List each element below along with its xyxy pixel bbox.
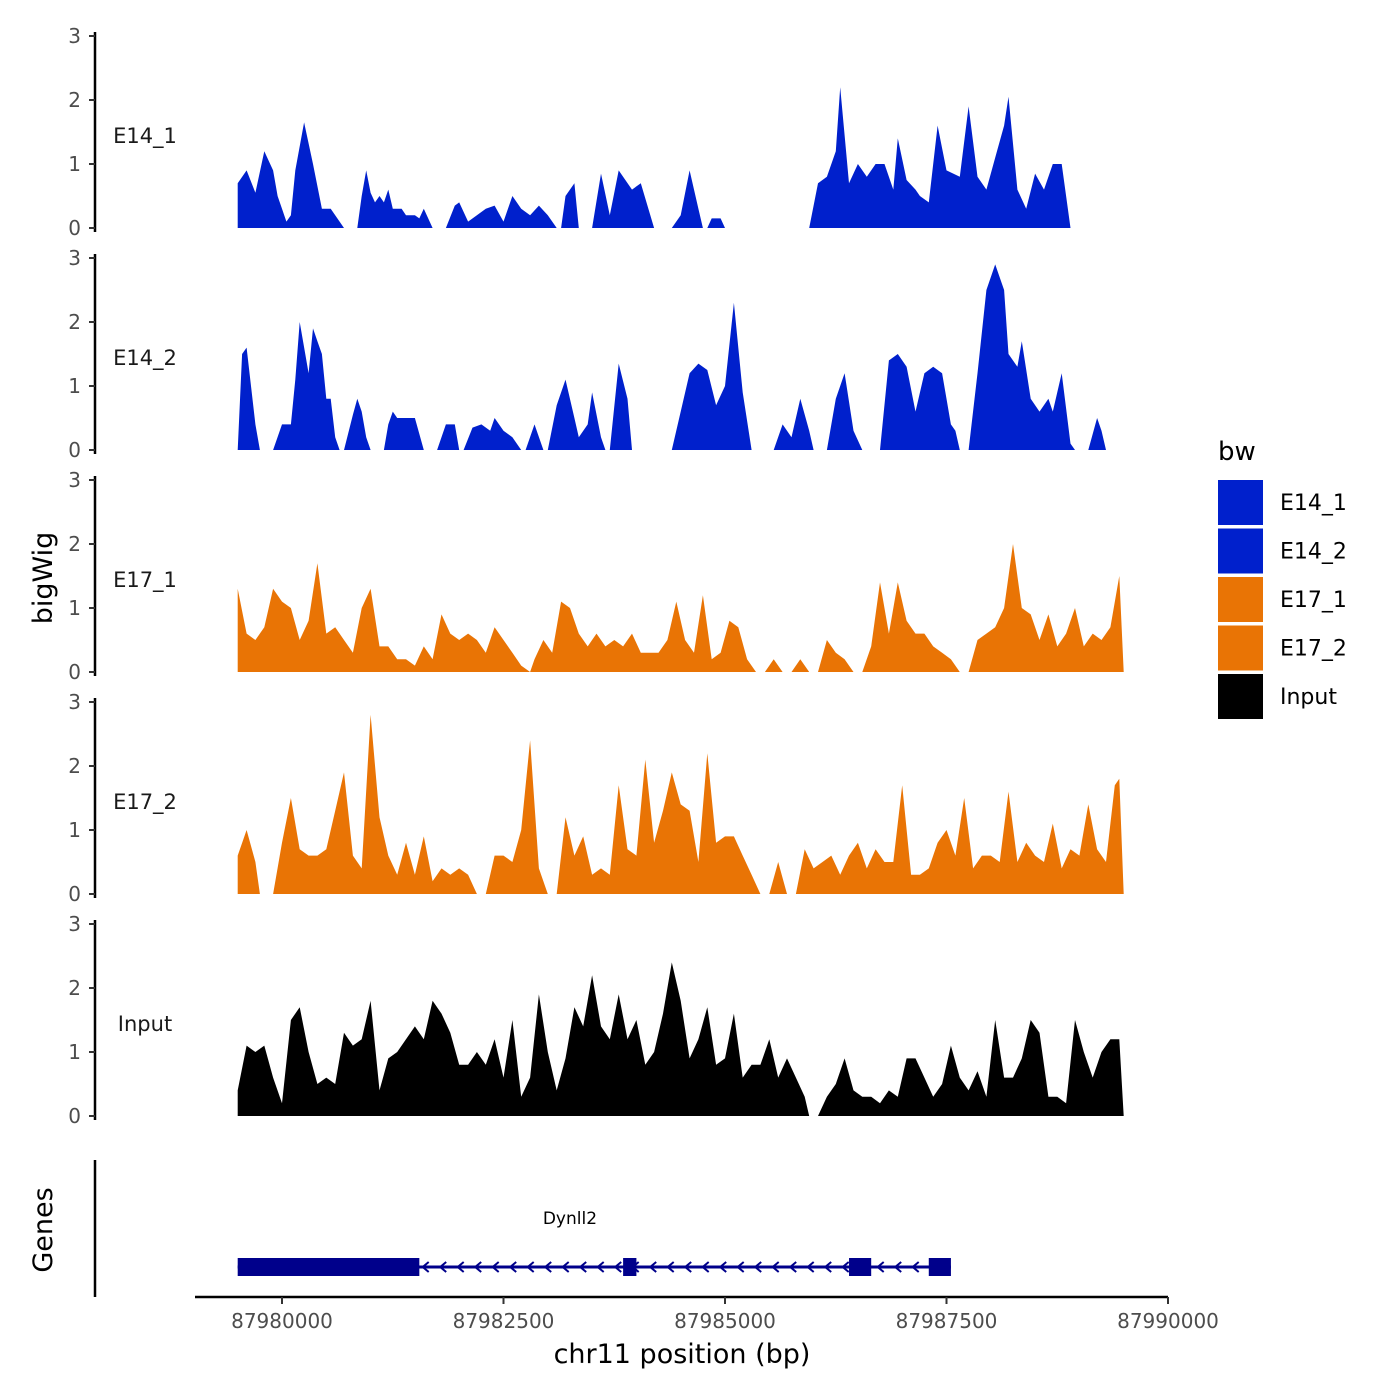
x-tick-label: 87987500 [896, 1309, 998, 1333]
y-tick-label: 1 [68, 818, 81, 842]
y-tick-label: 2 [68, 88, 81, 112]
legend-entry: Input [1218, 674, 1337, 719]
y-tick-label: 0 [68, 438, 81, 462]
track-e17-2: 0 1 2 3 E17_2 [68, 690, 1124, 906]
y-tick-label: 2 [68, 532, 81, 556]
legend-label: E14_1 [1280, 491, 1347, 516]
legend-swatch [1218, 625, 1263, 671]
track-label: Input [118, 1012, 172, 1036]
x-axis-title: chr11 position (bp) [554, 1339, 811, 1370]
strand-arrow [613, 1261, 622, 1273]
coverage-area [237, 87, 1071, 228]
track-e14-2: 0 1 2 3 E14_2 [68, 246, 1106, 462]
coverage-area [237, 962, 1124, 1116]
strand-arrow [666, 1261, 675, 1273]
strand-arrow [841, 1261, 850, 1273]
track-e17-1: 0 1 2 3 E17_1 [68, 468, 1124, 684]
track-label: E17_1 [113, 568, 177, 593]
strand-arrow [823, 1261, 832, 1273]
strand-arrow [911, 1261, 920, 1273]
x-axis: 87980000 87982500 87985000 87987500 87990000 [195, 1295, 1219, 1333]
legend-label: Input [1280, 685, 1337, 710]
strand-arrow [543, 1261, 552, 1273]
legend-swatch [1218, 674, 1263, 719]
strand-arrow [456, 1261, 465, 1273]
y-tick-label: 1 [68, 596, 81, 620]
strand-arrow [561, 1261, 570, 1273]
x-tick-label: 87985000 [674, 1309, 776, 1333]
y-tick-label: 2 [68, 976, 81, 1000]
track-label: E14_1 [113, 124, 177, 149]
legend-label: E17_1 [1280, 588, 1347, 613]
track-label: E17_2 [113, 790, 177, 815]
coverage-area [237, 544, 1124, 672]
strand-arrow [491, 1261, 500, 1273]
strand-arrow [526, 1261, 535, 1273]
y-tick-label: 3 [68, 468, 81, 492]
legend-entry: E14_1 [1218, 480, 1347, 525]
y-tick-label: 3 [68, 912, 81, 936]
x-tick-label: 87980000 [231, 1309, 333, 1333]
y-tick-label: 1 [68, 1040, 81, 1064]
strand-arrow [718, 1261, 727, 1273]
genes-panel: Dynll2 [93, 1160, 951, 1297]
y-tick-label: 0 [68, 1104, 81, 1128]
strand-arrow [421, 1261, 430, 1273]
strand-arrow [473, 1261, 482, 1273]
strand-arrow [806, 1261, 815, 1273]
strand-arrow [876, 1261, 885, 1273]
strand-arrow [683, 1261, 692, 1273]
y-axis-title: bigWig [28, 532, 59, 625]
legend-label: E14_2 [1280, 540, 1347, 565]
strand-arrow [508, 1261, 517, 1273]
track-label: E14_2 [113, 346, 177, 371]
y-tick-label: 0 [68, 882, 81, 906]
gene-exon [928, 1258, 951, 1276]
strand-arrow [893, 1261, 902, 1273]
gene-exon [623, 1258, 637, 1276]
strand-arrow [753, 1261, 762, 1273]
tracks-layer: 0 1 2 3 E14_1 0 1 2 3 E14_2 0 1 2 3 E17_1 0 1 2 3 E17_2 0 1 2 3… [68, 24, 1124, 1128]
coverage-area [237, 714, 1124, 894]
strand-arrow [701, 1261, 710, 1273]
genes-panel-title: Genes [28, 1187, 59, 1272]
legend-title: bw [1218, 437, 1256, 467]
coverage-area [237, 264, 1106, 450]
y-tick-label: 0 [68, 660, 81, 684]
legend: bw E14_1 E14_2 E17_1 E17_2 Input [1218, 437, 1347, 719]
y-tick-label: 3 [68, 24, 81, 48]
y-tick-label: 3 [68, 690, 81, 714]
gene-dynll2: Dynll2 [237, 1209, 951, 1276]
strand-arrow [596, 1261, 605, 1273]
legend-swatch [1218, 528, 1263, 574]
y-tick-label: 2 [68, 310, 81, 334]
legend-entry: E14_2 [1218, 528, 1347, 574]
x-tick-label: 87982500 [453, 1309, 555, 1333]
track-input: 0 1 2 3 Input [68, 912, 1124, 1128]
strand-arrow [438, 1261, 447, 1273]
legend-entry: E17_1 [1218, 577, 1347, 622]
gene-label: Dynll2 [543, 1209, 597, 1229]
legend-entry: E17_2 [1218, 625, 1347, 671]
axis-titles: chr11 position (bp) bigWig Genes [28, 532, 810, 1370]
strand-arrow [736, 1261, 745, 1273]
y-tick-label: 1 [68, 152, 81, 176]
track-e14-1: 0 1 2 3 E14_1 [68, 24, 1071, 240]
strand-arrow [578, 1261, 587, 1273]
gene-exon [849, 1258, 872, 1276]
strand-arrow [788, 1261, 797, 1273]
x-tick-label: 87990000 [1117, 1309, 1219, 1333]
gene-exon [237, 1258, 420, 1276]
legend-swatch [1218, 577, 1263, 622]
legend-label: E17_2 [1280, 637, 1347, 662]
legend-swatch [1218, 480, 1263, 525]
y-tick-label: 1 [68, 374, 81, 398]
y-tick-label: 3 [68, 246, 81, 270]
y-tick-label: 0 [68, 216, 81, 240]
y-tick-label: 2 [68, 754, 81, 778]
strand-arrow [771, 1261, 780, 1273]
strand-arrow [648, 1261, 657, 1273]
